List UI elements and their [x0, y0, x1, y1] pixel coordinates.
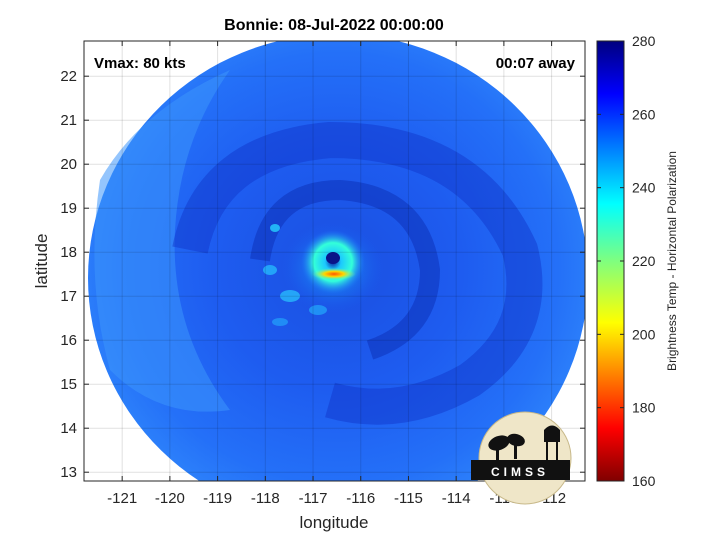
colorbar-gradient — [596, 40, 625, 482]
colorbar-title: Brightness Temp - Horizontal Polarizatio… — [665, 151, 679, 371]
x-tick-label: -120 — [155, 490, 185, 507]
cell — [309, 305, 327, 315]
spiral-band-inner — [250, 179, 441, 360]
y-tick-label: 20 — [60, 156, 77, 173]
x-tick-label: -115 — [394, 490, 423, 507]
cell — [270, 224, 280, 232]
colorbar-tick-label: 180 — [632, 400, 656, 416]
colorbar-tick-label: 260 — [632, 106, 656, 122]
y-tick-label: 18 — [60, 244, 77, 261]
y-tick-label: 14 — [60, 420, 77, 437]
y-axis-ticks: 13 14 15 16 17 18 19 20 21 22 — [60, 68, 585, 481]
x-tick-label: -114 — [442, 490, 471, 507]
colorbar-tick-label: 220 — [632, 253, 656, 269]
x-tick-label: -116 — [346, 490, 375, 507]
swath-west-region — [94, 70, 230, 412]
axes-box — [83, 40, 586, 482]
y-tick-label: 16 — [60, 332, 77, 349]
colorbar-tick-label: 280 — [632, 33, 656, 49]
y-tick-label: 13 — [60, 464, 77, 481]
x-tick-label: -119 — [203, 490, 232, 507]
y-tick-label: 19 — [60, 200, 77, 217]
y-tick-label: 21 — [60, 112, 77, 129]
time-away-annotation: 00:07 away — [496, 55, 576, 72]
cell — [280, 290, 300, 302]
y-tick-label: 17 — [60, 288, 77, 305]
colorbar-tick-label: 200 — [632, 326, 656, 342]
eye — [326, 252, 340, 264]
cimss-logo: CIMSS — [471, 411, 572, 505]
colorbar-tick-label: 240 — [632, 180, 656, 196]
x-axis-ticks: -121-120-119-118-117-116-115-114-113-112 — [107, 41, 566, 507]
x-tick-label: -117 — [299, 490, 328, 507]
x-tick-label: -121 — [107, 490, 137, 507]
x-axis-title: longitude — [299, 513, 368, 532]
grid — [84, 41, 585, 481]
warm-band — [312, 268, 356, 280]
logo-text: CIMSS — [491, 465, 549, 479]
colorbar: 160 180 200 220 240 260 280 Brightness Temp - … — [596, 33, 679, 489]
chart-title: Bonnie: 08-Jul-2022 00:00:00 — [224, 17, 444, 34]
vmax-annotation: Vmax: 80 kts — [94, 55, 186, 72]
colorbar-ticks: 160 180 200 220 240 260 280 — [597, 33, 656, 489]
x-tick-label: -118 — [251, 490, 280, 507]
y-tick-label: 22 — [60, 68, 77, 85]
swath-image — [88, 41, 585, 481]
colorbar-tick-label: 160 — [632, 473, 656, 489]
cell — [263, 265, 277, 275]
y-tick-label: 15 — [60, 376, 77, 393]
cell — [272, 318, 288, 326]
y-axis-title: latitude — [32, 234, 51, 289]
spiral-band — [172, 121, 543, 425]
